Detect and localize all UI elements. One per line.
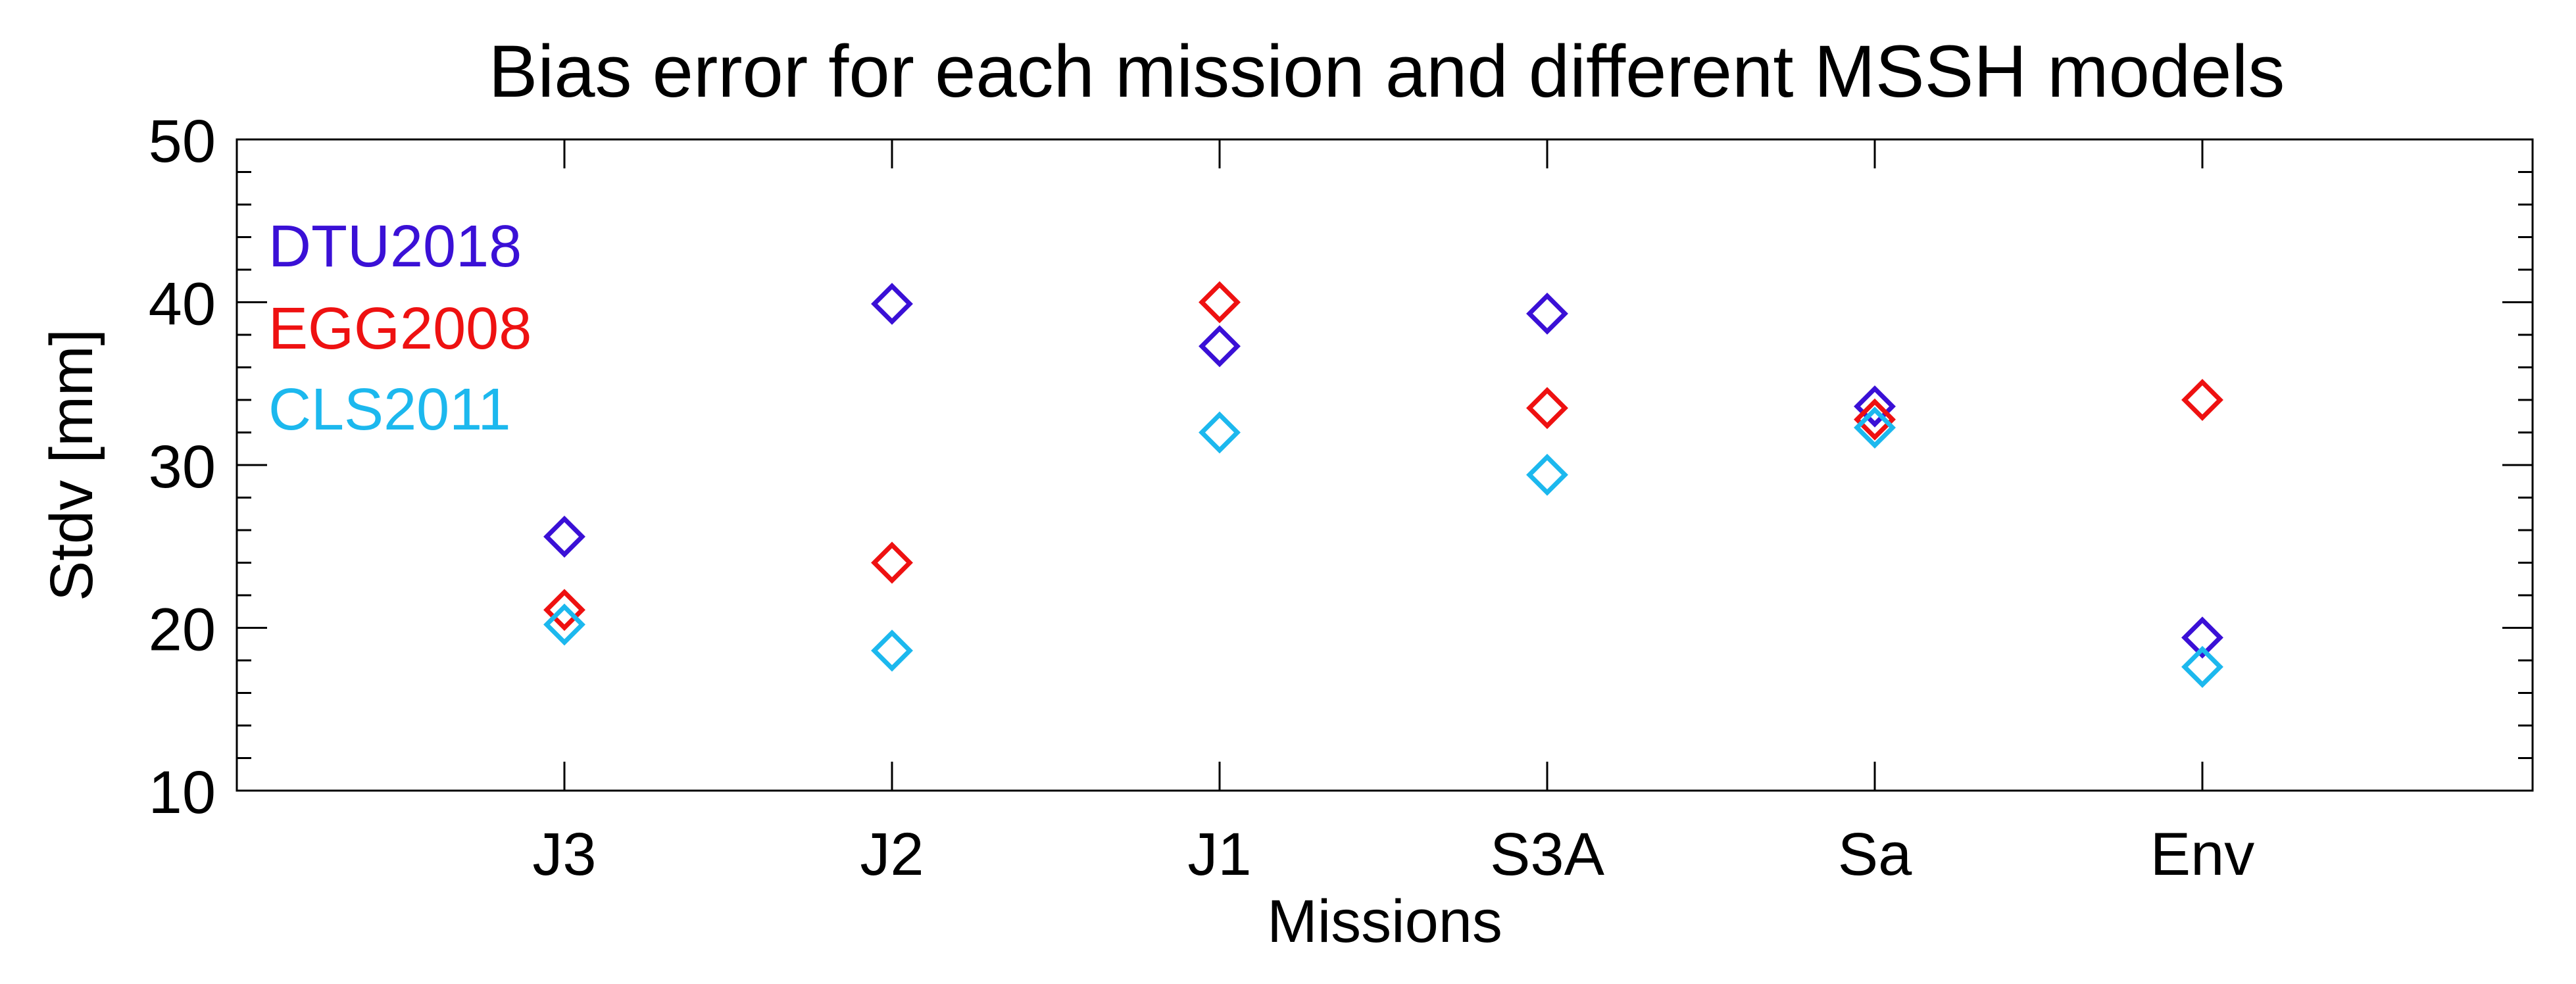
legend: DTU2018 EGG2008 CLS2011 xyxy=(268,214,532,443)
y-tick-label: 40 xyxy=(149,271,216,338)
point-dtu2018-j3 xyxy=(543,515,585,558)
x-tick-label: J1 xyxy=(1187,821,1251,888)
y-tick-label: 20 xyxy=(149,597,216,664)
y-tick-label: 50 xyxy=(149,108,216,175)
point-dtu2018-j1 xyxy=(1199,325,1241,368)
point-egg2008-j1 xyxy=(1199,281,1241,324)
point-cls2011-env xyxy=(2181,645,2223,688)
y-axis-label: Stdv [mm] xyxy=(38,329,105,601)
point-egg2008-j3 xyxy=(543,589,585,631)
y-tick-label: 30 xyxy=(149,433,216,501)
point-cls2011-sa xyxy=(1854,406,1896,449)
legend-entry-egg2008: EGG2008 xyxy=(268,296,532,362)
point-dtu2018-s3a xyxy=(1526,292,1568,335)
legend-entry-cls2011: CLS2011 xyxy=(268,377,511,443)
x-tick-label: J2 xyxy=(860,821,924,888)
point-cls2011-j3 xyxy=(543,603,585,646)
point-egg2008-s3a xyxy=(1526,387,1568,430)
legend-entry-dtu2018: DTU2018 xyxy=(268,214,522,280)
data-points xyxy=(543,281,2223,688)
x-axis-label: Missions xyxy=(1267,888,1502,955)
chart-title: Bias error for each mission and differen… xyxy=(489,30,2285,112)
point-cls2011-s3a xyxy=(1526,453,1568,496)
point-egg2008-sa xyxy=(1854,398,1896,441)
x-axis: J3 J2 J1 S3A Sa Env xyxy=(532,139,2254,888)
point-cls2011-j1 xyxy=(1199,411,1241,454)
point-cls2011-j2 xyxy=(871,629,913,672)
y-axis: 10 20 30 40 50 xyxy=(149,108,2533,826)
point-dtu2018-j2 xyxy=(871,283,913,325)
x-tick-label: J3 xyxy=(532,821,596,888)
y-tick-label: 10 xyxy=(149,759,216,826)
point-dtu2018-env xyxy=(2181,616,2223,659)
x-tick-label: S3A xyxy=(1490,821,1605,888)
plot-frame xyxy=(235,138,2534,792)
x-tick-label: Sa xyxy=(1838,821,1912,888)
point-egg2008-env xyxy=(2181,379,2223,421)
point-dtu2018-sa xyxy=(1854,385,1896,428)
x-tick-label: Env xyxy=(2150,821,2255,888)
point-egg2008-j2 xyxy=(871,541,913,584)
